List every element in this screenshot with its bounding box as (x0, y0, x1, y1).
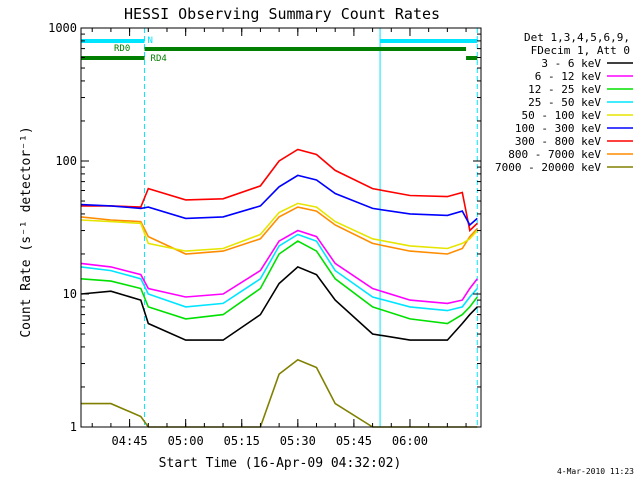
legend-label: 6 - 12 keV (535, 70, 602, 83)
legend-label: 7000 - 20000 keV (495, 161, 601, 174)
series-line (80, 233, 478, 312)
series-line (81, 148, 478, 233)
legend-label: 12 - 25 keV (528, 83, 601, 96)
x-tick-label: 05:30 (280, 434, 316, 448)
flag-layer: N RD0 RD4 (81, 36, 478, 64)
x-tick-label: 05:00 (168, 434, 204, 448)
series-line (80, 206, 478, 255)
y-tick-label: 10 (63, 287, 77, 301)
series-line (80, 265, 478, 341)
x-axis-label: Start Time (16-Apr-09 04:32:02) (159, 456, 402, 471)
x-tick-label: 05:15 (224, 434, 260, 448)
legend-label: 100 - 300 keV (515, 122, 601, 135)
y-tick-label: 1 (70, 420, 77, 434)
x-tick-label: 04:45 (112, 434, 148, 448)
legend-label: 800 - 7000 keV (508, 148, 601, 161)
x-tick-label: 05:45 (336, 434, 372, 448)
plot-frame (80, 27, 482, 428)
footer-stamp: 4-Mar-2010 11:23 (557, 467, 634, 476)
series-line (80, 202, 478, 252)
y-tick-label: 1000 (48, 21, 77, 35)
series-line (80, 240, 478, 325)
legend-label: 3 - 6 keV (541, 57, 601, 70)
y-tick-label: 100 (55, 154, 77, 168)
flag-label: RD0 (114, 44, 130, 54)
y-axis-label: Count Rate (s⁻¹ detector⁻¹) (19, 126, 34, 337)
series-line (81, 358, 478, 428)
axis-layer: 1 10 100 1000 04:45 05:00 05:15 05:30 05:45 06:00 (48, 21, 481, 448)
data-layer (80, 28, 478, 428)
legend: Det 1,3,4,5,6,9,FDecim 1, Att 03 - 6 keV… (495, 31, 633, 174)
legend-label: 300 - 800 keV (515, 135, 601, 148)
legend-header: FDecim 1, Att 0 (531, 44, 630, 57)
series-line (80, 174, 478, 227)
flag-label: N (148, 36, 153, 46)
x-tick-label: 06:00 (392, 434, 428, 448)
series-line (80, 229, 478, 305)
chart-title: HESSI Observing Summary Count Rates (124, 5, 440, 23)
legend-label: 50 - 100 keV (522, 109, 602, 122)
legend-header: Det 1,3,4,5,6,9, (524, 31, 630, 44)
flag-label: RD4 (151, 54, 167, 64)
legend-label: 25 - 50 keV (528, 96, 601, 109)
